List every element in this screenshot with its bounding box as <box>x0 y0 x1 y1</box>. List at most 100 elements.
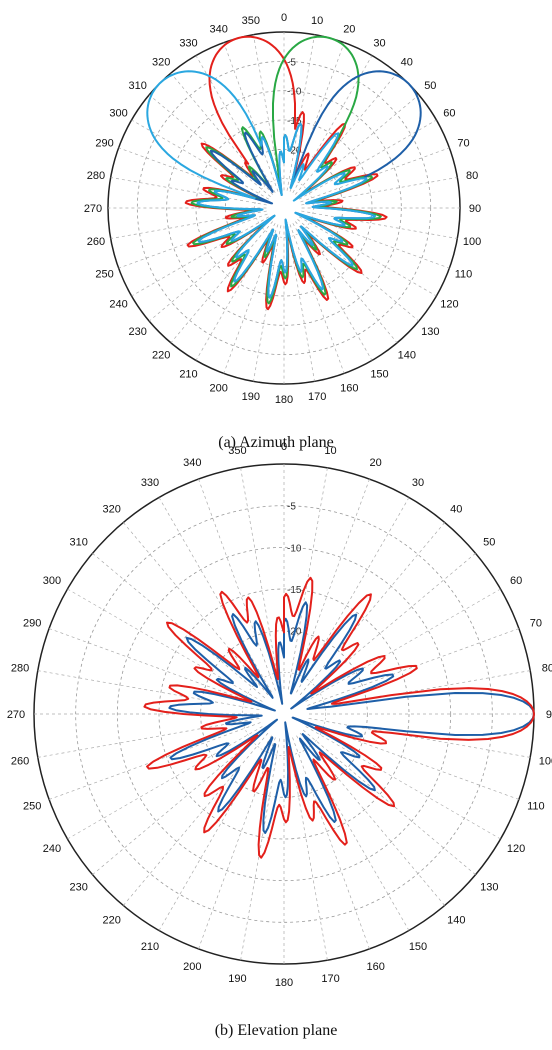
radial-label-3: -20 <box>287 145 302 156</box>
series-3-trace <box>146 70 376 299</box>
angle-label-310: 310 <box>70 537 88 549</box>
angle-label-170: 170 <box>308 391 326 403</box>
series-1-trace <box>143 576 535 859</box>
spoke-60 <box>299 119 437 200</box>
angle-label-290: 290 <box>95 138 113 150</box>
angle-label-0: 0 <box>281 12 287 24</box>
spoke-200 <box>198 737 276 950</box>
angle-label-210: 210 <box>179 368 197 380</box>
spoke-10 <box>286 34 315 191</box>
angle-label-100: 100 <box>463 236 481 248</box>
angle-label-140: 140 <box>398 349 416 361</box>
angle-label-330: 330 <box>141 477 159 489</box>
spoke-190 <box>240 738 281 961</box>
angle-label-10: 10 <box>324 445 336 457</box>
spoke-120 <box>299 216 437 297</box>
azimuth-caption: (a) Azimuth plane <box>218 434 334 451</box>
spoke-320 <box>123 522 269 696</box>
angle-label-230: 230 <box>129 326 147 338</box>
spoke-160 <box>289 224 345 374</box>
spoke-130 <box>297 219 420 322</box>
angle-label-240: 240 <box>43 843 61 855</box>
angle-label-10: 10 <box>311 15 323 27</box>
angle-label-330: 330 <box>179 38 197 50</box>
angle-label-280: 280 <box>87 170 105 182</box>
angle-label-220: 220 <box>152 349 170 361</box>
ring-2 <box>158 588 410 840</box>
angle-label-250: 250 <box>23 801 41 813</box>
ring-1 <box>166 90 402 326</box>
spoke-30 <box>296 497 410 693</box>
spoke-40 <box>299 522 445 696</box>
angle-label-80: 80 <box>466 170 478 182</box>
angle-label-240: 240 <box>109 299 127 311</box>
spoke-240 <box>131 216 269 297</box>
series-0-trace <box>184 35 388 311</box>
angle-label-20: 20 <box>343 24 355 36</box>
angle-label-250: 250 <box>95 268 113 280</box>
spoke-40 <box>295 72 398 195</box>
ring-0 <box>75 505 493 923</box>
spoke-70 <box>307 628 520 706</box>
angle-label-170: 170 <box>321 973 339 985</box>
angle-label-280: 280 <box>11 662 29 674</box>
angle-label-50: 50 <box>424 80 436 92</box>
angle-label-40: 40 <box>401 57 413 69</box>
angle-label-300: 300 <box>43 575 61 587</box>
angle-label-120: 120 <box>440 299 458 311</box>
angle-label-130: 130 <box>480 881 498 893</box>
spoke-230 <box>92 729 266 875</box>
angle-label-350: 350 <box>228 445 246 457</box>
spoke-160 <box>292 737 370 950</box>
angle-label-300: 300 <box>109 108 127 120</box>
angle-label-200: 200 <box>209 382 227 394</box>
spoke-100 <box>308 717 531 758</box>
angle-label-130: 130 <box>421 326 439 338</box>
angle-label-160: 160 <box>366 961 384 973</box>
angle-label-60: 60 <box>443 108 455 120</box>
spoke-280 <box>110 177 267 206</box>
angle-label-340: 340 <box>209 24 227 36</box>
angle-label-200: 200 <box>183 961 201 973</box>
angle-label-120: 120 <box>507 843 525 855</box>
angle-label-80: 80 <box>542 662 552 674</box>
angle-label-350: 350 <box>242 15 260 27</box>
angle-label-150: 150 <box>409 941 427 953</box>
spoke-140 <box>299 732 445 906</box>
series-1-trace <box>190 35 382 305</box>
spoke-250 <box>48 722 261 800</box>
ring-1 <box>116 546 452 882</box>
spoke-280 <box>37 670 260 711</box>
spoke-260 <box>37 717 260 758</box>
angle-label-150: 150 <box>370 368 388 380</box>
angle-label-270: 270 <box>7 709 25 721</box>
spoke-220 <box>123 732 269 906</box>
polar-chart-1: 0 10 20 30 40 50 60 70 80 90 100 110 120 130 140 150 160… <box>7 441 552 989</box>
angle-label-260: 260 <box>87 236 105 248</box>
angle-label-320: 320 <box>152 57 170 69</box>
radial-label-0: -5 <box>287 502 296 513</box>
angle-label-180: 180 <box>275 977 293 989</box>
angle-label-110: 110 <box>527 801 545 813</box>
radial-label-0: -5 <box>287 57 296 68</box>
angle-label-320: 320 <box>103 504 121 516</box>
angle-label-310: 310 <box>129 80 147 92</box>
angle-label-100: 100 <box>539 756 552 768</box>
ring-0 <box>136 60 432 356</box>
angle-label-0: 0 <box>281 441 287 453</box>
spoke-340 <box>223 42 279 192</box>
angle-label-230: 230 <box>70 881 88 893</box>
angle-label-60: 60 <box>510 575 522 587</box>
angle-label-20: 20 <box>370 457 382 469</box>
spoke-310 <box>92 553 266 699</box>
spoke-220 <box>170 221 273 344</box>
polar-charts: 0 102030405060708090100110120130140150160… <box>7 12 552 989</box>
spoke-230 <box>148 219 271 322</box>
spoke-290 <box>48 628 261 706</box>
angle-label-30: 30 <box>373 38 385 50</box>
outer-ring <box>107 31 461 385</box>
spoke-60 <box>305 588 501 702</box>
angle-label-90: 90 <box>546 709 552 721</box>
spoke-350 <box>240 467 281 690</box>
angle-label-220: 220 <box>103 914 121 926</box>
